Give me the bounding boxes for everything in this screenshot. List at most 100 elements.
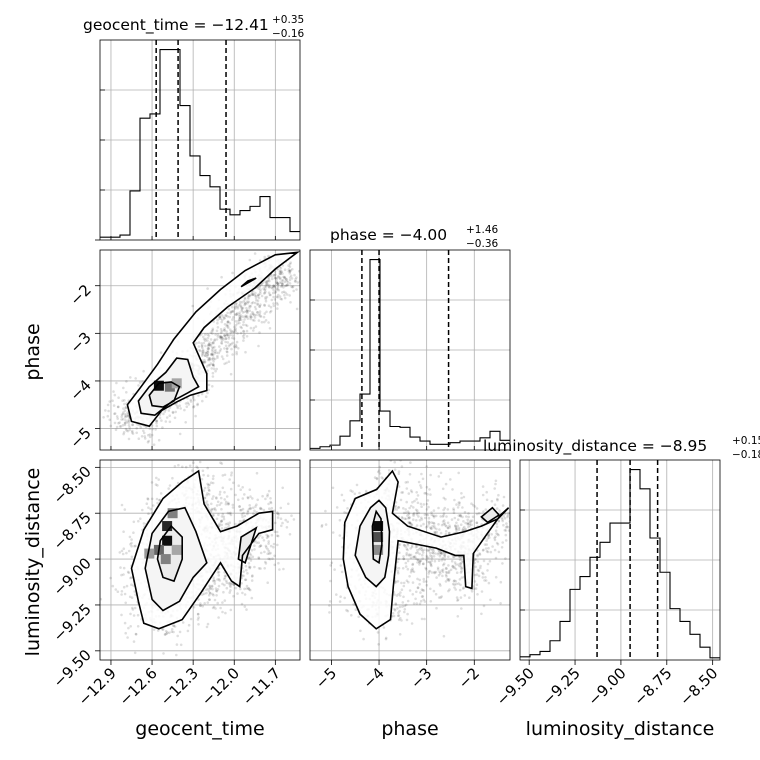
- sample-point: [364, 489, 368, 493]
- sample-point: [351, 490, 354, 493]
- sample-point: [419, 484, 422, 487]
- sample-point: [276, 512, 280, 515]
- sample-point: [278, 295, 282, 298]
- sample-point: [384, 636, 388, 640]
- sample-point: [266, 534, 270, 538]
- sample-point: [275, 530, 279, 534]
- sample-point: [504, 526, 508, 529]
- sample-point: [120, 549, 124, 553]
- sample-point: [148, 433, 152, 436]
- sample-point: [395, 508, 399, 511]
- sample-point: [495, 507, 499, 510]
- sample-point: [125, 415, 128, 418]
- sample-point: [227, 502, 231, 506]
- sample-point: [206, 333, 209, 336]
- density-peak-geocent-time-vs-luminosity-distance-1: [162, 521, 173, 532]
- sample-point: [438, 570, 441, 574]
- sample-point: [433, 526, 436, 530]
- sample-point: [394, 506, 397, 509]
- sample-point: [280, 270, 284, 274]
- sample-point: [481, 549, 485, 552]
- sample-point: [218, 522, 221, 526]
- sample-point: [405, 547, 409, 550]
- sample-point: [263, 303, 266, 307]
- sample-point: [289, 301, 292, 304]
- sample-point: [202, 341, 206, 345]
- sample-point: [455, 528, 459, 532]
- sample-point: [207, 347, 210, 351]
- sample-point: [265, 280, 268, 284]
- sample-point: [227, 337, 231, 340]
- sample-point: [151, 427, 154, 431]
- sample-point: [206, 492, 209, 495]
- sample-point: [301, 284, 304, 287]
- sample-point: [279, 297, 283, 301]
- sample-point: [261, 536, 264, 539]
- sample-point: [457, 514, 461, 517]
- sample-point: [505, 525, 509, 528]
- sample-point: [411, 562, 415, 566]
- sample-point: [206, 504, 210, 507]
- xlabel-phase: phase: [381, 718, 438, 740]
- sample-point: [481, 571, 484, 575]
- sample-point: [238, 316, 242, 320]
- sample-point: [445, 515, 448, 518]
- sample-point: [226, 320, 229, 324]
- sample-point: [234, 493, 237, 497]
- sample-point: [163, 410, 167, 413]
- sample-point: [488, 559, 492, 563]
- hist-frame-geocent-time: [99, 39, 301, 241]
- sample-point: [123, 402, 126, 406]
- sample-point: [283, 296, 287, 300]
- sample-point: [258, 305, 261, 309]
- sample-point: [150, 497, 154, 501]
- sample-point: [506, 513, 510, 517]
- sample-point: [213, 345, 216, 349]
- sample-point: [120, 413, 124, 417]
- sample-point: [379, 457, 382, 460]
- sample-point: [234, 307, 237, 310]
- sample-point: [221, 357, 225, 361]
- sample-point: [225, 347, 229, 351]
- sample-point: [495, 525, 499, 528]
- sample-point: [268, 310, 272, 314]
- sample-point: [147, 512, 150, 515]
- sample-point: [503, 528, 507, 532]
- sample-point: [275, 278, 278, 281]
- sample-point: [231, 310, 234, 314]
- contour-phase-vs-luminosity-distance-3: [480, 506, 501, 524]
- sample-point: [219, 496, 223, 500]
- sample-point: [493, 536, 496, 540]
- sample-point: [251, 310, 254, 314]
- sample-point: [242, 518, 246, 522]
- sample-point: [463, 594, 467, 597]
- ytick-label-phase-0: −5: [66, 424, 94, 452]
- sample-point: [216, 318, 219, 322]
- sample-point: [113, 412, 117, 415]
- sample-point: [142, 431, 146, 435]
- sample-point: [227, 307, 231, 311]
- sample-point: [288, 276, 292, 279]
- sample-point: [422, 577, 426, 581]
- sample-point: [460, 559, 464, 563]
- sample-point: [411, 581, 415, 584]
- sample-point: [225, 579, 228, 583]
- sample-point: [432, 552, 435, 555]
- sample-point: [209, 481, 213, 485]
- sample-point: [415, 545, 419, 548]
- sample-point: [410, 622, 414, 625]
- ylabel-luminosity-distance: luminosity_distance: [22, 468, 44, 657]
- sample-point: [455, 503, 458, 506]
- sample-point: [264, 290, 267, 293]
- sample-point: [229, 333, 232, 337]
- sample-point: [405, 500, 409, 504]
- sample-point: [277, 282, 280, 286]
- sample-point: [239, 314, 243, 317]
- sample-point: [214, 607, 217, 610]
- sample-point: [343, 511, 346, 514]
- sample-point: [394, 580, 398, 584]
- sample-point: [423, 492, 427, 495]
- sample-point: [220, 355, 224, 358]
- sample-point: [290, 514, 293, 517]
- sample-point: [156, 484, 159, 487]
